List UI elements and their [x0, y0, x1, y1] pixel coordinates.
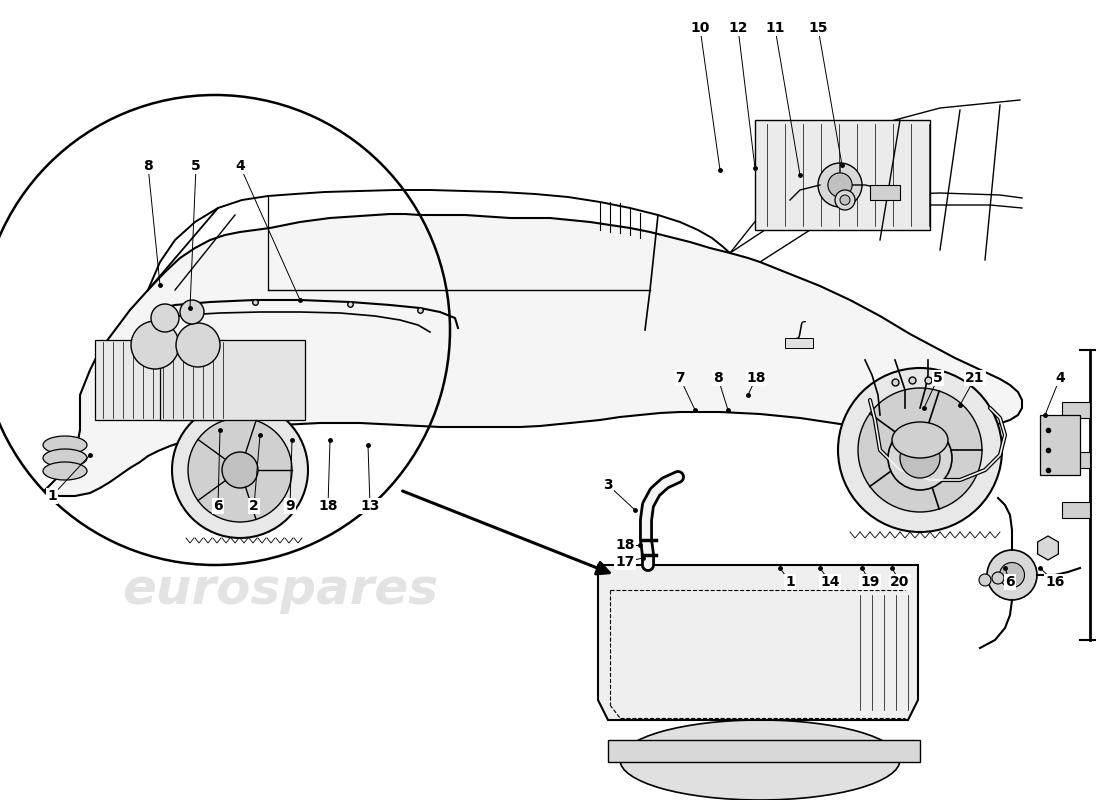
Text: 8: 8 [713, 371, 723, 385]
Circle shape [222, 452, 258, 488]
Text: 13: 13 [361, 499, 379, 513]
Circle shape [131, 321, 179, 369]
Text: 21: 21 [966, 371, 984, 385]
Text: 20: 20 [890, 575, 910, 589]
Circle shape [898, 428, 942, 472]
Bar [755, 120, 930, 230]
Text: 4: 4 [235, 159, 245, 173]
Ellipse shape [43, 436, 87, 454]
Ellipse shape [620, 720, 900, 800]
Circle shape [176, 323, 220, 367]
Bar [785, 338, 813, 348]
Circle shape [172, 402, 308, 538]
Text: 6: 6 [213, 499, 223, 513]
Text: 12: 12 [728, 21, 748, 35]
Circle shape [835, 190, 855, 210]
Bar [1062, 502, 1090, 518]
Circle shape [828, 173, 852, 197]
Circle shape [151, 304, 179, 332]
Text: eurospares: eurospares [609, 569, 891, 611]
Circle shape [888, 426, 952, 490]
Text: 5: 5 [933, 371, 943, 385]
Text: 9: 9 [285, 499, 295, 513]
Circle shape [818, 163, 862, 207]
Circle shape [840, 195, 850, 205]
Ellipse shape [892, 422, 948, 458]
Text: 17: 17 [615, 555, 635, 569]
Text: 6: 6 [1005, 575, 1015, 589]
Circle shape [838, 368, 1002, 532]
Text: 16: 16 [1045, 575, 1065, 589]
Text: 14: 14 [821, 575, 839, 589]
Circle shape [858, 388, 982, 512]
Text: 3: 3 [603, 478, 613, 492]
Text: 18: 18 [615, 538, 635, 552]
Circle shape [1000, 562, 1024, 587]
Polygon shape [608, 740, 920, 762]
Circle shape [188, 418, 292, 522]
Ellipse shape [43, 449, 87, 467]
Circle shape [979, 574, 991, 586]
Text: 1: 1 [785, 575, 795, 589]
Polygon shape [598, 565, 918, 720]
Circle shape [180, 300, 204, 324]
Polygon shape [45, 214, 1022, 496]
Text: 8: 8 [143, 159, 153, 173]
Text: 4: 4 [1055, 371, 1065, 385]
Text: 2: 2 [249, 499, 258, 513]
Bar [160, 340, 305, 420]
Bar [870, 185, 900, 200]
Text: 15: 15 [808, 21, 827, 35]
Bar [1062, 452, 1090, 468]
Bar [95, 340, 226, 420]
Text: eurospares: eurospares [122, 566, 438, 614]
Text: 1: 1 [47, 489, 57, 503]
Circle shape [900, 438, 940, 478]
Circle shape [987, 550, 1037, 600]
Text: 5: 5 [191, 159, 201, 173]
Text: 18: 18 [318, 499, 338, 513]
Text: 18: 18 [746, 371, 766, 385]
Text: ʃ: ʃ [798, 321, 803, 339]
Text: 7: 7 [675, 371, 685, 385]
Circle shape [992, 572, 1004, 584]
Bar [1062, 402, 1090, 418]
Ellipse shape [43, 462, 87, 480]
Text: 11: 11 [766, 21, 784, 35]
Bar [1040, 415, 1080, 475]
Text: 19: 19 [860, 575, 880, 589]
Text: 10: 10 [691, 21, 710, 35]
